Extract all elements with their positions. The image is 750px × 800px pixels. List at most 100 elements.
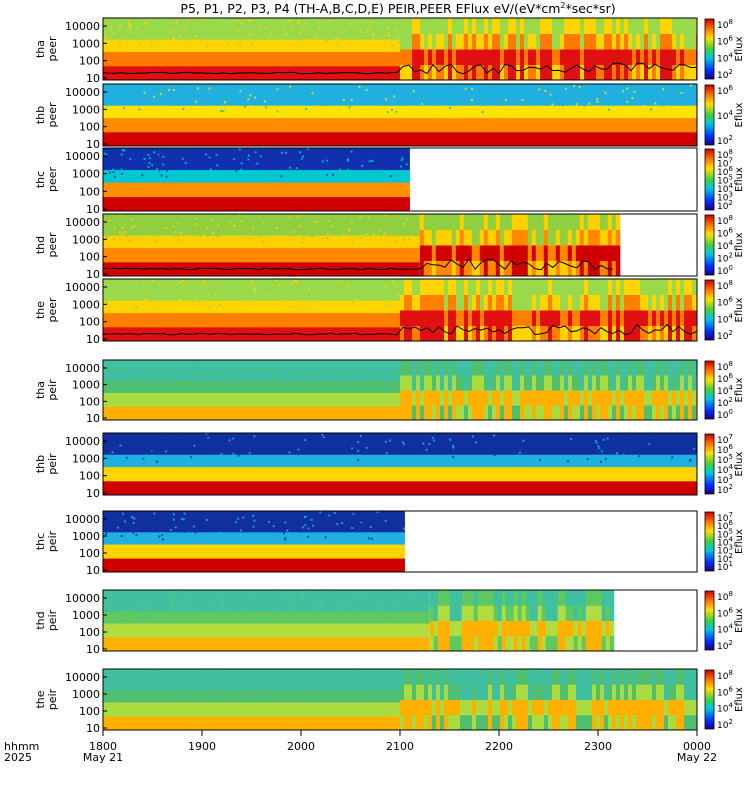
spectral-strip <box>529 620 535 637</box>
noise-pixel <box>680 91 683 94</box>
noise-pixel <box>695 447 697 450</box>
spectral-strip <box>515 229 521 246</box>
noise-pixel <box>373 521 376 524</box>
spectral-strip <box>664 310 669 326</box>
spectral-strip <box>612 684 617 700</box>
energy-band <box>103 669 400 691</box>
spectral-strip <box>496 360 501 376</box>
noise-pixel <box>209 293 212 296</box>
spectral-strip <box>628 294 633 311</box>
spectral-strip <box>628 684 633 700</box>
noise-pixel <box>231 602 234 605</box>
spectral-strip <box>584 699 589 716</box>
noise-pixel <box>626 87 629 90</box>
noise-pixel <box>288 451 291 454</box>
noise-pixel <box>648 443 651 446</box>
spectral-strip <box>400 669 405 685</box>
spectral-strip <box>652 684 657 700</box>
noise-pixel <box>182 382 185 385</box>
noise-pixel <box>251 283 254 286</box>
spectral-strip <box>508 360 513 376</box>
noise-pixel <box>224 371 227 374</box>
spectral-strip <box>580 49 585 65</box>
colorbar <box>704 590 715 651</box>
spectral-strip <box>416 279 421 295</box>
noise-pixel <box>206 434 209 437</box>
noise-pixel <box>144 298 147 301</box>
colorbar-tick-label: 106 <box>717 372 733 385</box>
noise-pixel <box>201 360 204 363</box>
spectral-strip <box>589 635 595 651</box>
noise-pixel <box>375 610 378 613</box>
spectral-strip <box>543 229 549 246</box>
spectral-strip <box>480 405 485 420</box>
spectral-strip <box>423 229 429 246</box>
spectral-strip <box>684 390 689 406</box>
spectral-strip <box>571 245 577 261</box>
spectral-strip <box>640 714 645 730</box>
spectral-strip <box>471 245 477 261</box>
noise-pixel <box>326 536 329 539</box>
noise-pixel <box>256 381 259 384</box>
noise-pixel <box>341 521 344 524</box>
noise-pixel <box>314 220 317 223</box>
noise-pixel <box>349 22 352 25</box>
spectral-strip <box>601 635 607 651</box>
panel-frame <box>102 589 698 652</box>
panel-image <box>103 511 406 572</box>
energy-band <box>103 118 697 133</box>
spectral-strip <box>548 294 553 311</box>
noise-pixel <box>208 156 211 159</box>
colorbar-label: Eflux <box>734 377 745 402</box>
noise-pixel <box>365 88 368 91</box>
spectral-strip <box>428 64 433 80</box>
spectral-strip <box>564 669 569 685</box>
noise-pixel <box>162 683 165 686</box>
energy-band <box>103 182 410 198</box>
spectral-strip <box>640 390 645 406</box>
noise-pixel <box>399 612 402 615</box>
noise-pixel <box>186 282 189 285</box>
noise-pixel <box>118 28 121 31</box>
noise-pixel <box>243 105 246 108</box>
spectral-strip <box>672 405 677 420</box>
noise-pixel <box>225 689 228 692</box>
noise-pixel <box>124 301 127 304</box>
spectral-strip <box>484 360 489 376</box>
spectral-strip <box>620 325 625 341</box>
spectral-strip <box>444 669 449 685</box>
noise-pixel <box>347 235 350 238</box>
spectral-strip <box>477 605 483 621</box>
spectral-strip <box>628 669 633 685</box>
spectral-strip <box>524 699 529 716</box>
noise-pixel <box>114 384 117 387</box>
y-tick-label: 10000 <box>65 592 100 605</box>
noise-pixel <box>345 380 348 383</box>
spectral-strip <box>560 669 565 685</box>
colorbar-label: Eflux <box>734 232 745 257</box>
spectral-strip <box>548 64 553 80</box>
spectral-strip <box>423 260 429 276</box>
noise-pixel <box>153 456 156 459</box>
noise-pixel <box>398 590 401 593</box>
noise-pixel <box>215 299 218 302</box>
noise-pixel <box>134 449 137 452</box>
spectral-strip <box>404 33 409 50</box>
noise-pixel <box>220 110 223 113</box>
spectral-strip <box>515 214 521 230</box>
spectral-strip <box>648 699 653 716</box>
spectral-strip <box>432 325 437 341</box>
spectral-strip <box>604 405 609 420</box>
spectral-strip <box>587 214 593 230</box>
spectral-strip <box>664 699 669 716</box>
spectral-strip <box>672 279 677 295</box>
y-tick-label: 10 <box>86 722 100 735</box>
spectral-strip <box>605 620 611 637</box>
noise-pixel <box>191 97 194 100</box>
spectral-strip <box>448 18 453 34</box>
noise-pixel <box>382 383 385 386</box>
spectral-strip <box>507 260 513 276</box>
noise-pixel <box>688 459 691 462</box>
noise-pixel <box>388 595 391 598</box>
